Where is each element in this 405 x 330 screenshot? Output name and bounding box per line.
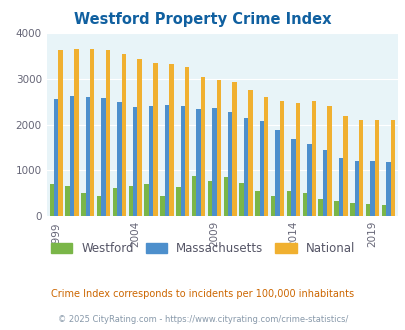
Bar	[128, 186, 133, 216]
Bar	[160, 196, 164, 216]
Bar	[333, 201, 338, 216]
Bar	[365, 204, 369, 216]
Bar	[192, 176, 196, 216]
Bar	[286, 191, 290, 216]
Bar	[318, 199, 322, 216]
Bar	[275, 130, 279, 216]
Bar	[232, 82, 236, 216]
Bar	[216, 80, 220, 216]
Bar	[97, 196, 101, 216]
Bar	[164, 105, 169, 216]
Bar	[342, 116, 347, 216]
Bar	[49, 184, 54, 216]
Bar	[290, 139, 295, 216]
Bar	[117, 102, 121, 216]
Bar	[58, 50, 63, 216]
Bar	[101, 98, 106, 216]
Bar	[374, 120, 378, 216]
Bar	[212, 108, 216, 216]
Bar	[137, 59, 142, 216]
Bar	[239, 183, 243, 216]
Bar	[85, 97, 90, 216]
Bar	[385, 162, 390, 216]
Bar	[74, 49, 79, 216]
Bar	[349, 203, 354, 216]
Bar	[302, 193, 306, 216]
Bar	[90, 49, 94, 216]
Bar	[70, 96, 74, 216]
Bar	[81, 193, 85, 216]
Legend: Westford, Massachusetts, National: Westford, Massachusetts, National	[46, 237, 359, 260]
Bar	[326, 106, 331, 216]
Bar	[185, 67, 189, 216]
Bar	[228, 112, 232, 216]
Bar	[153, 63, 158, 216]
Bar	[259, 121, 263, 216]
Bar	[295, 103, 299, 216]
Text: Crime Index corresponds to incidents per 100,000 inhabitants: Crime Index corresponds to incidents per…	[51, 289, 354, 299]
Bar	[279, 101, 283, 216]
Bar	[65, 186, 70, 216]
Bar	[338, 158, 342, 216]
Bar	[390, 120, 394, 216]
Bar	[369, 161, 374, 216]
Bar	[133, 107, 137, 216]
Bar	[354, 161, 358, 216]
Text: Westford Property Crime Index: Westford Property Crime Index	[74, 12, 331, 26]
Bar	[271, 196, 275, 216]
Text: © 2025 CityRating.com - https://www.cityrating.com/crime-statistics/: © 2025 CityRating.com - https://www.city…	[58, 315, 347, 324]
Bar	[358, 120, 362, 216]
Bar	[54, 99, 58, 216]
Bar	[169, 64, 173, 216]
Bar	[149, 106, 153, 216]
Bar	[243, 118, 247, 216]
Bar	[106, 50, 110, 216]
Bar	[322, 150, 326, 216]
Bar	[306, 144, 311, 216]
Bar	[223, 177, 228, 216]
Bar	[180, 106, 185, 216]
Bar	[176, 187, 180, 216]
Bar	[144, 184, 149, 216]
Bar	[200, 77, 205, 216]
Bar	[113, 188, 117, 216]
Bar	[247, 90, 252, 216]
Bar	[255, 191, 259, 216]
Bar	[207, 182, 212, 216]
Bar	[381, 205, 385, 216]
Bar	[311, 101, 315, 216]
Bar	[263, 97, 268, 216]
Bar	[122, 54, 126, 216]
Bar	[196, 110, 200, 216]
